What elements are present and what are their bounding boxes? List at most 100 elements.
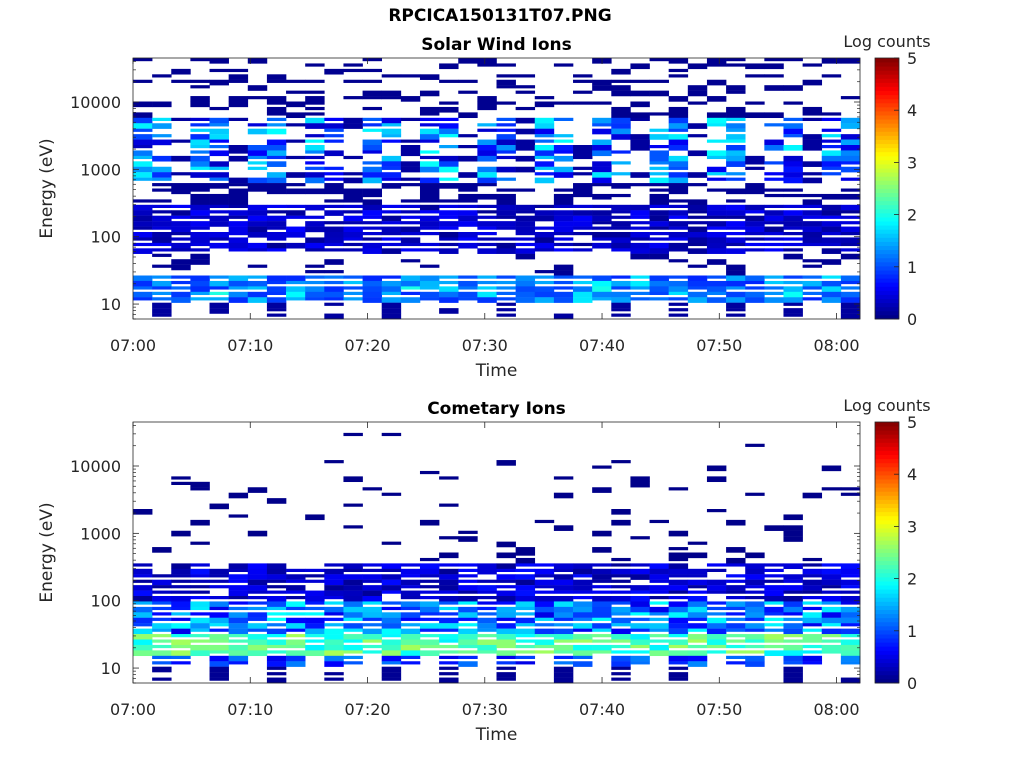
colorbar-segment <box>875 605 899 610</box>
spectrogram-cell <box>343 172 363 176</box>
spectrogram-cell <box>668 161 689 167</box>
spectrogram-cell <box>573 644 593 651</box>
spectrogram-cell <box>133 210 153 216</box>
spectrogram-cell <box>726 232 746 236</box>
spectrogram-cell <box>534 166 555 170</box>
spectrogram-cell <box>381 644 402 651</box>
spectrogram-cell <box>362 275 383 282</box>
spectrogram-cell <box>439 79 459 83</box>
spectrogram-cell <box>534 574 555 578</box>
spectrogram-cell <box>821 155 842 162</box>
spectrogram-cell <box>458 661 478 667</box>
spectrogram-cell <box>592 210 612 216</box>
colorbar-tick-label: 4 <box>907 465 917 484</box>
spectrogram-cell <box>534 623 555 627</box>
spectrogram-cell <box>553 568 574 572</box>
spectrogram-cell <box>171 644 191 649</box>
spectrogram-cell <box>802 612 823 618</box>
spectrogram-cell <box>419 221 440 227</box>
spectrogram-cell <box>706 221 727 227</box>
spectrogram-cell <box>821 465 842 472</box>
spectrogram-cell <box>400 139 421 143</box>
spectrogram-cell <box>840 237 861 244</box>
spectrogram-cell <box>611 634 631 640</box>
spectrogram-cell <box>726 601 746 608</box>
spectrogram-cell <box>821 606 842 613</box>
spectrogram-cell <box>305 590 325 597</box>
spectrogram-cell <box>133 58 153 62</box>
spectrogram-cell <box>649 155 669 162</box>
spectrogram-cell <box>783 650 803 657</box>
spectrogram-cell <box>515 280 536 287</box>
colorbar-segment <box>875 450 899 456</box>
spectrogram-cell <box>687 172 708 178</box>
spectrogram-cell <box>687 210 708 214</box>
spectrogram-cell <box>362 150 383 154</box>
spectrogram-cell <box>592 639 612 643</box>
x-tick-label: 07:40 <box>579 700 625 719</box>
spectrogram-cell <box>400 579 421 586</box>
colorbar-segment <box>875 176 899 181</box>
spectrogram-cell <box>343 96 363 100</box>
spectrogram-cell <box>649 644 669 651</box>
spectrogram-cell <box>802 221 823 227</box>
colorbar-segment <box>875 572 899 578</box>
spectrogram-cell <box>171 574 191 578</box>
spectrogram-cell <box>228 601 249 605</box>
spectrogram-cell <box>840 204 861 211</box>
spectrogram-cell <box>190 297 210 301</box>
spectrogram-cell <box>419 280 440 287</box>
spectrogram-cell <box>133 590 153 597</box>
spectrogram-cell <box>496 541 516 548</box>
spectrogram-cell <box>209 145 229 149</box>
spectrogram-cell <box>324 242 344 247</box>
spectrogram-cell <box>821 579 842 586</box>
spectrogram-cell <box>209 172 229 178</box>
spectrogram-cell <box>649 79 669 83</box>
spectrogram-cell <box>381 677 402 681</box>
spectrogram-cell <box>726 85 746 91</box>
spectrogram-cell <box>840 606 861 613</box>
spectrogram-cell <box>343 275 363 279</box>
spectrogram-cell <box>630 617 650 621</box>
spectrogram-cell <box>726 58 746 62</box>
spectrogram-cell <box>152 617 172 621</box>
colorbar-segment <box>875 106 899 112</box>
spectrogram-cell <box>324 677 344 681</box>
spectrogram-cell <box>247 58 268 64</box>
spectrogram-cell <box>171 596 191 602</box>
spectrogram-cell <box>477 123 497 127</box>
spectrogram-cell <box>630 280 650 287</box>
spectrogram-cell <box>152 275 172 279</box>
colorbar-tick-label: 5 <box>907 413 917 432</box>
spectrogram-cell <box>209 150 229 157</box>
spectrogram-cell <box>381 302 402 309</box>
spectrogram-cell <box>611 275 631 279</box>
spectrogram-cell <box>190 210 210 216</box>
spectrogram-cell <box>343 193 363 200</box>
spectrogram-cell <box>228 644 249 651</box>
spectrogram-cell <box>286 628 306 632</box>
spectrogram-cell <box>726 302 746 309</box>
spectrogram-cell <box>228 101 249 108</box>
spectrogram-cell <box>343 117 363 124</box>
spectrogram-cell <box>515 210 536 214</box>
spectrogram-cell <box>171 612 191 616</box>
spectrogram-cell <box>764 210 784 216</box>
colorbar-segment <box>875 221 899 226</box>
colorbar-segment <box>875 196 899 202</box>
spectrogram-cell <box>592 123 612 127</box>
spectrogram-cell <box>553 291 574 298</box>
spectrogram-cell <box>458 199 478 203</box>
spectrogram-cell <box>668 166 689 170</box>
spectrogram-cell <box>458 291 478 298</box>
spectrogram-cell <box>649 145 669 149</box>
spectrogram-cell <box>324 221 344 225</box>
spectrogram-cell <box>821 139 842 143</box>
spectrogram-cell <box>439 661 459 665</box>
spectrogram-cell <box>515 557 536 564</box>
spectrogram-cell <box>764 628 784 632</box>
spectrogram-cell <box>553 601 574 608</box>
spectrogram-cell <box>726 291 746 298</box>
spectrogram-cell <box>745 226 765 233</box>
